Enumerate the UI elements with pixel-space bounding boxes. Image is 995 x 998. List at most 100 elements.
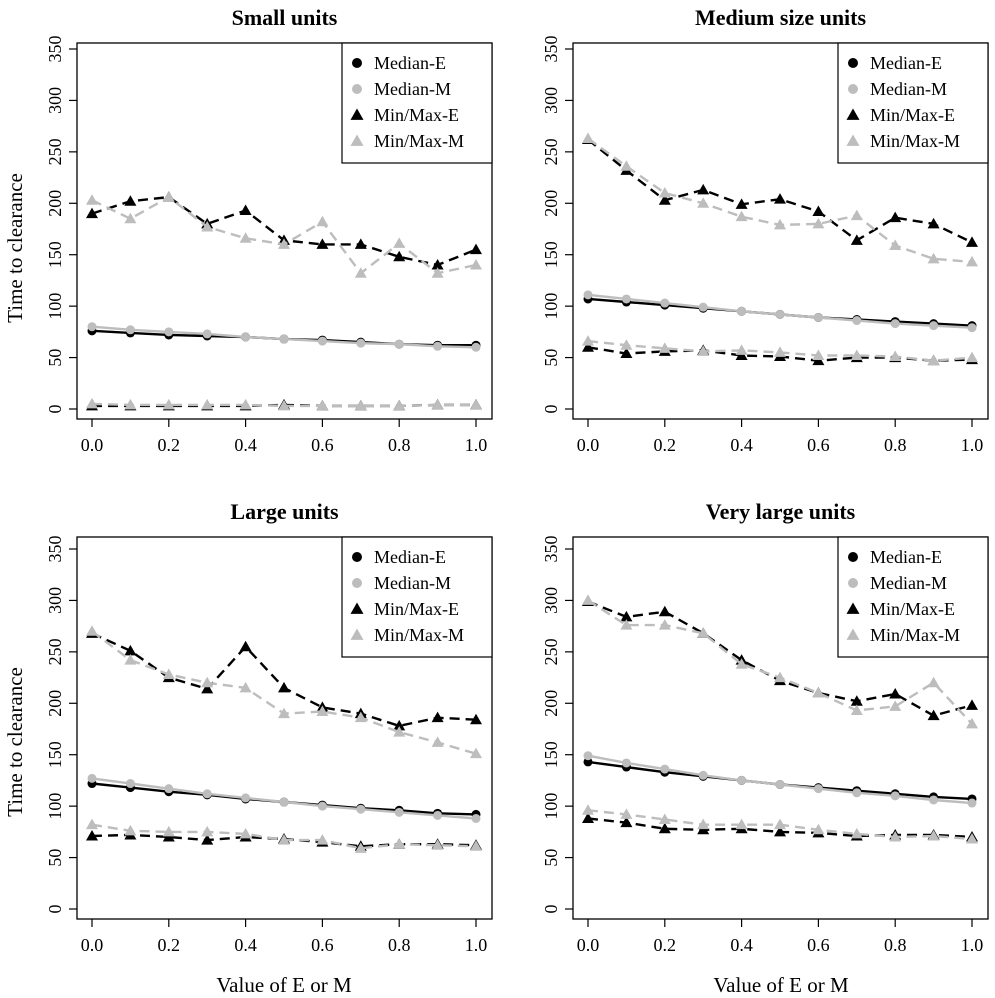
data-point: [890, 791, 900, 801]
ylabel-bottom: Time to clearance: [3, 667, 27, 817]
data-point: [201, 682, 214, 694]
y-tick-label: 0: [45, 905, 65, 914]
panel-title: Very large units: [706, 499, 856, 524]
data-point: [620, 339, 633, 350]
legend-entry-median-m: Median-M: [870, 573, 947, 593]
data-point: [774, 218, 786, 230]
data-point: [317, 801, 327, 811]
data-point: [737, 775, 747, 785]
data-point: [394, 339, 404, 349]
data-point: [239, 681, 252, 693]
data-point: [431, 711, 444, 723]
data-point: [124, 195, 137, 206]
data-point: [201, 220, 214, 232]
data-point: [239, 640, 252, 652]
data-point: [812, 349, 825, 361]
data-point: [125, 325, 135, 335]
data-point: [582, 335, 594, 346]
data-point: [356, 804, 366, 814]
y-tick-label: 100: [541, 293, 561, 320]
data-point: [239, 398, 252, 410]
y-tick-label: 200: [541, 690, 561, 717]
x-tick-label: 0.0: [577, 935, 600, 955]
y-tick-label: 100: [45, 793, 65, 820]
data-point: [278, 399, 290, 411]
data-point: [582, 804, 594, 815]
data-point: [966, 717, 978, 729]
data-point: [470, 713, 482, 725]
y-tick-label: 50: [45, 849, 65, 867]
legend-marker: [352, 578, 362, 588]
xlabel-right: Value of E or M: [713, 973, 849, 997]
legend-marker: [846, 108, 860, 120]
x-tick-label: 0.2: [654, 935, 677, 955]
data-point: [966, 699, 978, 710]
y-tick-label: 250: [45, 138, 65, 165]
y-tick-label: 250: [541, 138, 561, 165]
plot-frame: [572, 536, 989, 920]
x-tick-label: 0.8: [388, 935, 411, 955]
data-point: [850, 827, 863, 839]
legend-marker: [350, 602, 364, 614]
data-point: [812, 823, 825, 835]
data-point: [201, 398, 214, 410]
data-point: [775, 309, 785, 319]
y-tick-label: 200: [45, 690, 65, 717]
data-point: [87, 773, 97, 783]
data-point: [316, 834, 329, 845]
data-point: [354, 842, 367, 853]
series-min-max-m-min: [582, 335, 978, 366]
y-tick-label: 150: [45, 741, 65, 768]
data-point: [470, 840, 482, 851]
data-point: [812, 687, 825, 698]
legend-entry-min-max-m: Min/Max-M: [374, 625, 464, 645]
data-point: [470, 747, 482, 759]
data-point: [774, 346, 786, 357]
data-point: [202, 329, 212, 339]
panel-large-units: Large units 0 50 100 150 200 250 300 350 0.0 0.2 0.…: [45, 499, 493, 955]
data-point: [774, 193, 786, 204]
data-point: [850, 349, 863, 361]
x-tick-label: 0.2: [158, 935, 181, 955]
x-tick-label: 0.8: [388, 435, 411, 455]
data-point: [86, 207, 98, 219]
series-median-m: [583, 290, 977, 333]
legend-entry-min-max-e: Min/Max-E: [374, 599, 459, 619]
data-point: [393, 719, 406, 731]
data-point: [125, 779, 135, 789]
data-point: [164, 327, 174, 337]
data-point: [697, 197, 710, 208]
legend-marker: [350, 108, 364, 120]
data-point: [241, 793, 251, 803]
x-tick-label: 0.2: [654, 435, 677, 455]
data-point: [431, 267, 444, 278]
data-point: [354, 711, 367, 723]
y-tick-label: 300: [45, 87, 65, 114]
data-point: [927, 217, 940, 229]
data-point: [658, 342, 671, 353]
legend-box: [341, 42, 493, 164]
data-point: [239, 204, 252, 215]
data-point: [620, 610, 633, 622]
data-point: [774, 818, 786, 830]
data-point: [966, 351, 978, 363]
data-point: [850, 234, 863, 245]
data-point: [202, 789, 212, 799]
data-point: [433, 341, 443, 351]
data-point: [852, 316, 862, 326]
data-point: [86, 625, 98, 636]
data-point: [812, 217, 825, 229]
series-median-m: [583, 751, 977, 808]
data-point: [889, 350, 902, 362]
data-point: [241, 332, 251, 342]
legend-entry-min-max-m: Min/Max-M: [870, 131, 960, 151]
x-tick-label: 0.6: [311, 435, 334, 455]
data-point: [164, 784, 174, 794]
data-point: [927, 829, 940, 841]
y-tick-label: 150: [541, 741, 561, 768]
data-point: [201, 834, 214, 845]
y-tick-label: 300: [45, 587, 65, 614]
data-point: [850, 209, 863, 221]
data-point: [658, 813, 671, 825]
panel-small-units: Small units 0 50 100 150 200 250 300 350 0.0 0.2 0.…: [45, 5, 493, 455]
